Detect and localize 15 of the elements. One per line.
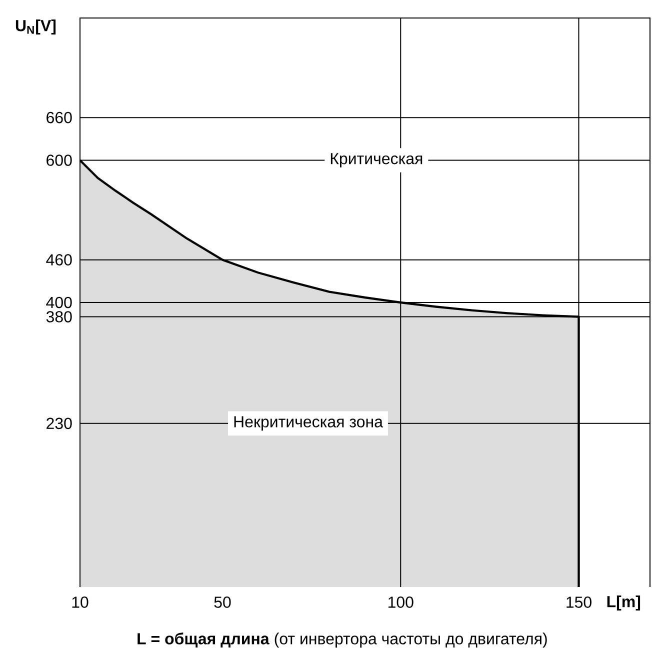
y-tick-label: 660: [46, 112, 72, 124]
y-tick-label: 600: [46, 154, 72, 166]
y-axis-title: U$_{N}$[V]: [16, 20, 56, 34]
y-tick-label: 400: [46, 296, 72, 308]
y-tick-label: 230: [46, 418, 72, 430]
annotation: Некритическая зона: [234, 416, 383, 431]
x-tick-label: 150: [566, 596, 592, 608]
y-tick-label: 460: [46, 254, 72, 266]
y-tick-label: 380: [46, 311, 72, 322]
x-tick-label: 50: [214, 596, 231, 608]
annotation: Критическая: [330, 153, 422, 168]
x-tick-label: 10: [72, 596, 88, 608]
x-axis-title: L[m]: [607, 596, 640, 610]
x-tick-label: 100: [388, 596, 414, 608]
text: L = общая длина (от инвертора частоты до двигателя): [138, 632, 547, 648]
